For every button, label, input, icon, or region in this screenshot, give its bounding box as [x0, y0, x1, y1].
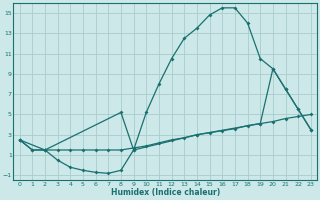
X-axis label: Humidex (Indice chaleur): Humidex (Indice chaleur) [111, 188, 220, 197]
